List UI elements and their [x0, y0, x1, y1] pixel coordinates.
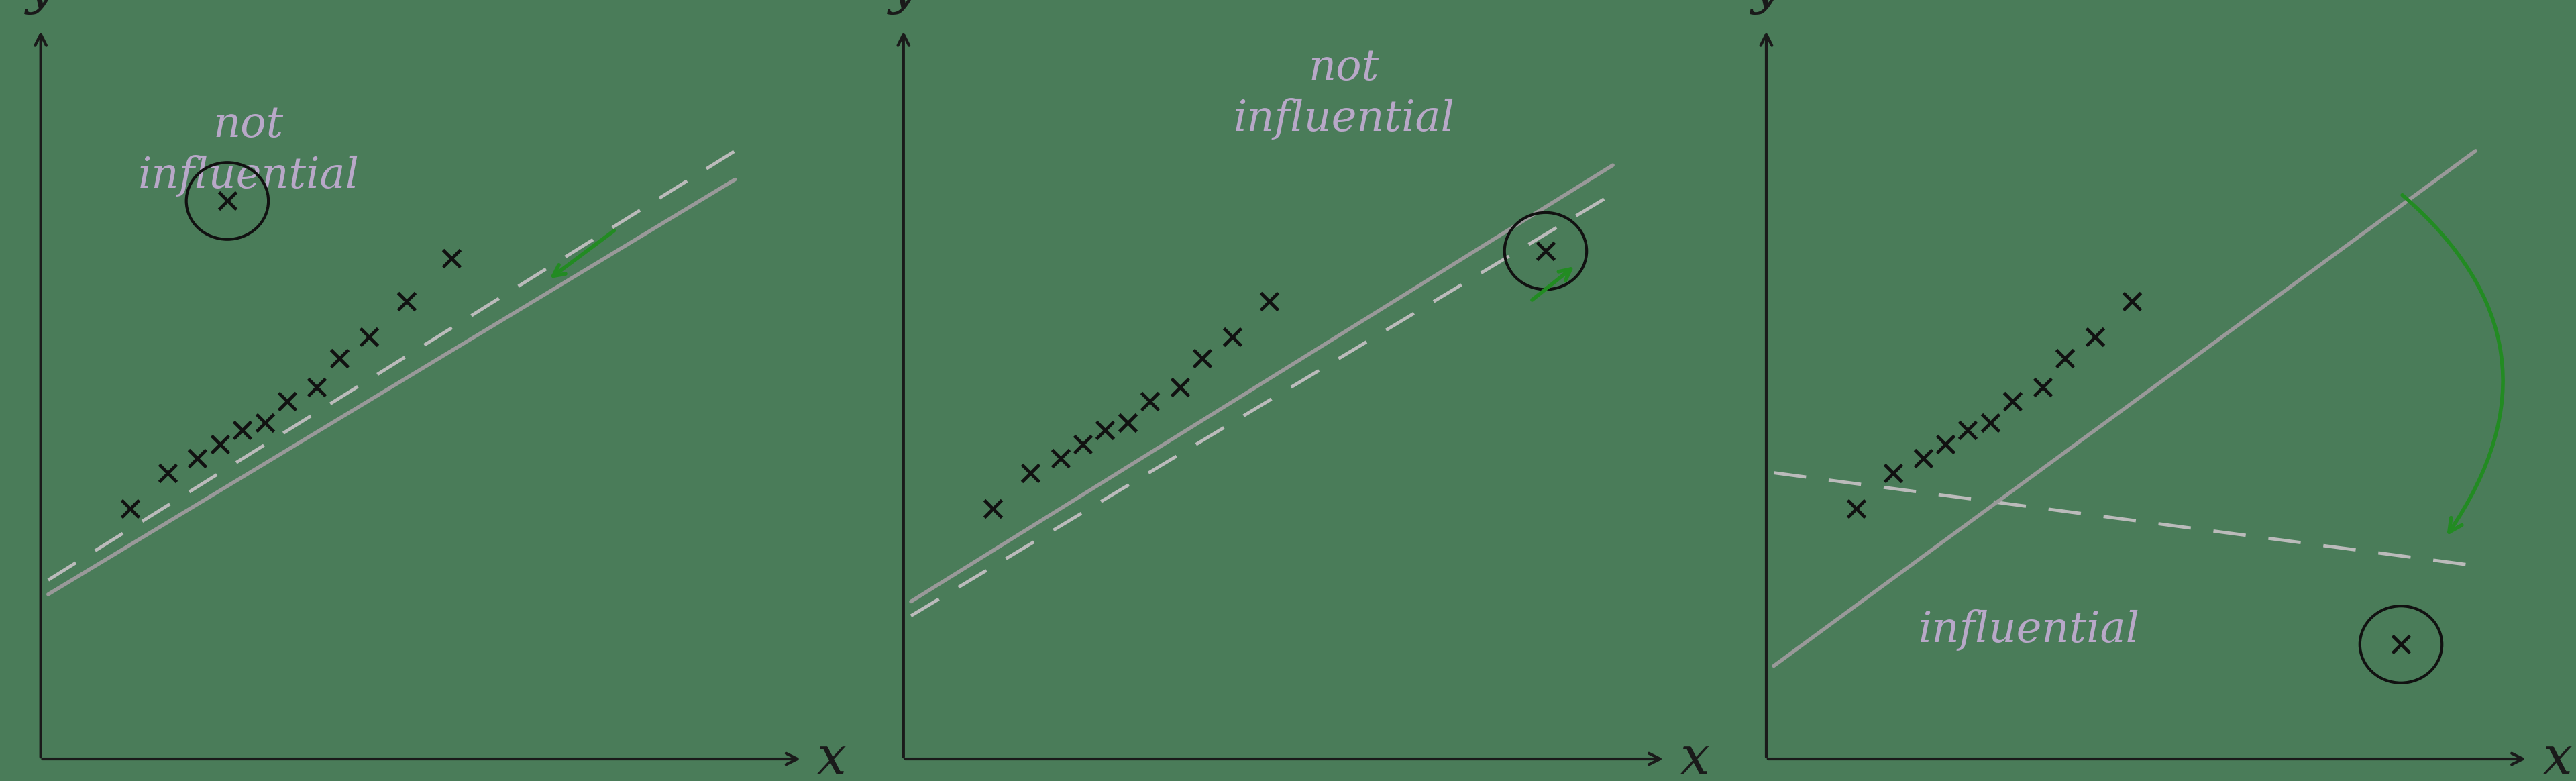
Point [1108, 416, 1149, 429]
Point [1010, 466, 1051, 479]
Point [198, 438, 240, 451]
Point [178, 452, 219, 465]
Text: not
influential: not influential [137, 105, 358, 198]
Point [1971, 416, 2012, 429]
Text: influential: influential [1919, 609, 2141, 651]
Point [1249, 295, 1291, 308]
Point [386, 295, 428, 308]
FancyArrowPatch shape [2403, 195, 2504, 532]
Point [1525, 244, 1566, 257]
Point [348, 330, 389, 343]
Point [319, 352, 361, 365]
Point [1834, 502, 1875, 515]
Point [1947, 423, 1989, 436]
Point [1182, 352, 1224, 365]
Text: x: x [817, 733, 848, 781]
Point [222, 423, 263, 436]
Point [147, 466, 188, 479]
Text: y: y [26, 0, 57, 15]
Point [1128, 395, 1170, 408]
Point [1991, 395, 2032, 408]
Point [2022, 380, 2063, 393]
Point [2045, 352, 2087, 365]
Point [2074, 330, 2115, 343]
Point [1924, 438, 1965, 451]
Point [1904, 452, 1945, 465]
Text: x: x [2543, 733, 2573, 781]
Text: y: y [889, 0, 917, 15]
Point [1084, 423, 1126, 436]
Point [2380, 638, 2421, 651]
Point [1159, 380, 1200, 393]
Text: not
influential: not influential [1234, 48, 1455, 140]
Point [1061, 438, 1103, 451]
Text: y: y [1752, 0, 1780, 15]
Point [1873, 466, 1914, 479]
Point [1211, 330, 1252, 343]
Point [430, 252, 471, 265]
Point [111, 502, 152, 515]
Point [245, 416, 286, 429]
Point [265, 395, 307, 408]
Point [296, 380, 337, 393]
Point [1041, 452, 1082, 465]
Point [206, 194, 247, 207]
Text: x: x [1680, 733, 1710, 781]
Point [974, 502, 1015, 515]
Point [2112, 295, 2154, 308]
